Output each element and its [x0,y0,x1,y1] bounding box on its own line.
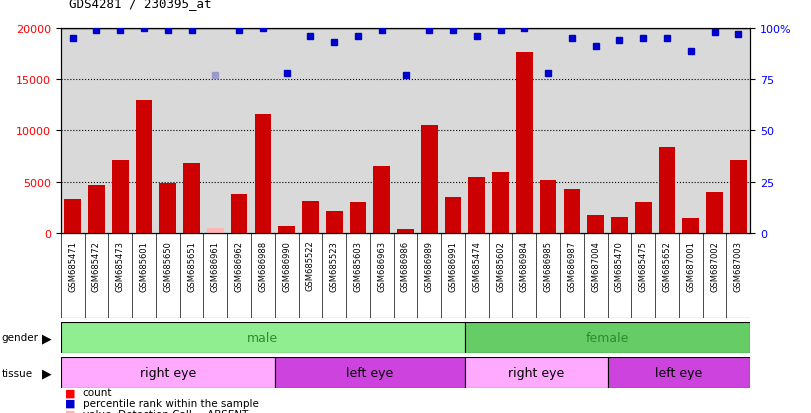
Text: GSM685475: GSM685475 [639,240,648,291]
Bar [397,230,414,233]
Bar [635,203,651,233]
Text: ▶: ▶ [42,331,52,344]
Bar [421,126,438,233]
Text: GSM686984: GSM686984 [520,240,529,291]
Text: ■: ■ [65,409,75,413]
Text: GSM686962: GSM686962 [234,240,243,291]
Text: GSM687003: GSM687003 [734,240,743,291]
Text: ■: ■ [65,398,75,408]
Text: GSM686987: GSM686987 [568,240,577,291]
Text: GSM686990: GSM686990 [282,240,291,291]
Text: GSM686985: GSM686985 [543,240,552,291]
Text: GSM685471: GSM685471 [68,240,77,291]
Bar [469,177,485,233]
Text: GSM685650: GSM685650 [163,240,172,291]
Text: GSM685651: GSM685651 [187,240,196,291]
Bar [444,197,461,233]
Text: GSM686963: GSM686963 [377,240,386,291]
Bar [302,202,319,233]
Bar [611,217,628,233]
Bar [682,218,699,233]
Text: count: count [83,387,112,397]
Text: value, Detection Call = ABSENT: value, Detection Call = ABSENT [83,409,248,413]
Text: GSM686988: GSM686988 [259,240,268,291]
Text: gender: gender [2,332,39,343]
Text: GSM685601: GSM685601 [139,240,148,291]
Text: GSM685652: GSM685652 [663,240,672,291]
Text: GSM687004: GSM687004 [591,240,600,291]
Bar [730,161,747,233]
Text: GSM687002: GSM687002 [710,240,719,291]
Text: male: male [247,331,278,344]
Text: GSM686989: GSM686989 [425,240,434,291]
Text: ▶: ▶ [42,366,52,379]
Text: GSM685522: GSM685522 [306,240,315,291]
Text: left eye: left eye [655,366,702,379]
Bar [564,190,580,233]
Bar [350,203,367,233]
Text: ■: ■ [65,387,75,397]
Bar [492,173,509,233]
Bar [61,322,465,353]
Text: GSM685470: GSM685470 [615,240,624,291]
Bar [607,357,750,388]
Bar [326,212,342,233]
Bar [465,322,750,353]
Bar [278,226,295,233]
Text: left eye: left eye [346,366,393,379]
Bar [275,357,465,388]
Bar [112,161,129,233]
Bar [373,167,390,233]
Bar [160,183,176,233]
Bar [516,52,533,233]
Bar [207,228,224,233]
Bar [135,100,152,233]
Text: GSM685602: GSM685602 [496,240,505,291]
Bar [61,357,275,388]
Bar [706,192,723,233]
Bar [255,115,271,233]
Text: GSM685523: GSM685523 [330,240,339,291]
Text: GSM687001: GSM687001 [686,240,695,291]
Bar [183,164,200,233]
Bar [231,195,247,233]
Text: tissue: tissue [2,368,32,378]
Text: GSM685474: GSM685474 [472,240,481,291]
Text: GDS4281 / 230395_at: GDS4281 / 230395_at [69,0,212,10]
Bar [587,216,604,233]
Bar [88,185,105,233]
Text: female: female [586,331,629,344]
Text: right eye: right eye [139,366,196,379]
Text: GSM686961: GSM686961 [211,240,220,291]
Bar [540,180,556,233]
Text: GSM685473: GSM685473 [116,240,125,291]
Text: right eye: right eye [508,366,564,379]
Text: percentile rank within the sample: percentile rank within the sample [83,398,259,408]
Bar [465,357,607,388]
Text: GSM685472: GSM685472 [92,240,101,291]
Text: GSM686986: GSM686986 [401,240,410,291]
Bar [64,199,81,233]
Text: GSM686991: GSM686991 [448,240,457,291]
Text: GSM685603: GSM685603 [354,240,363,291]
Bar [659,147,676,233]
